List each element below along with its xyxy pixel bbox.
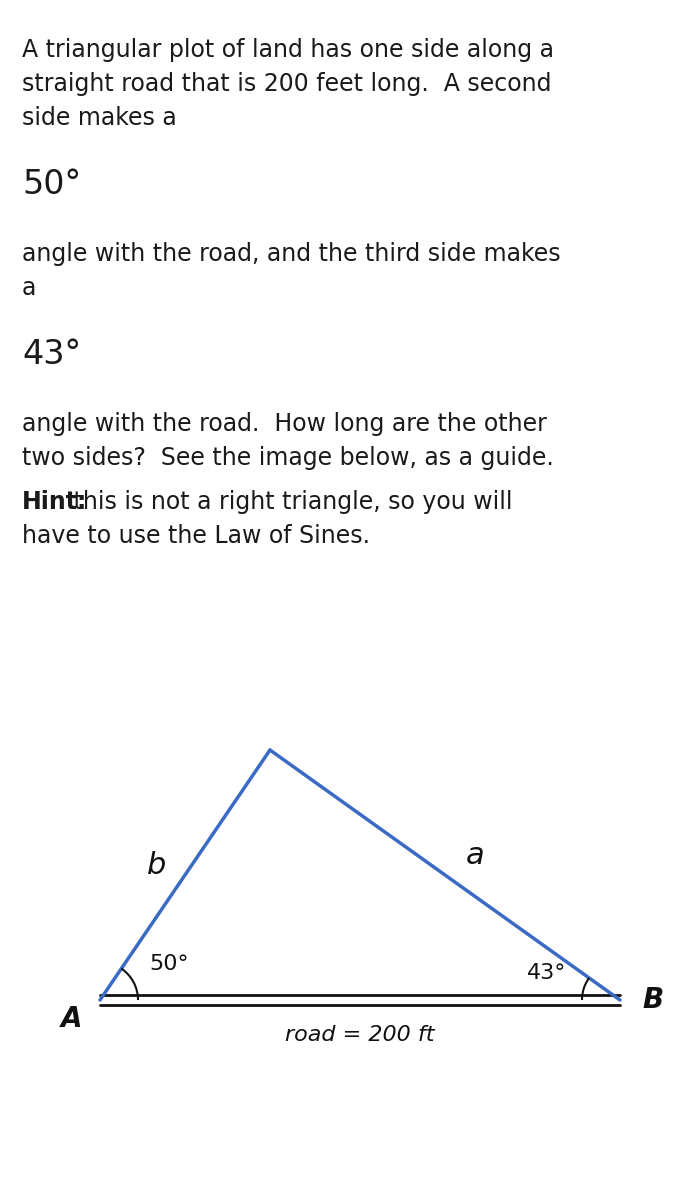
Text: b: b (147, 851, 167, 880)
Text: straight road that is 200 feet long.  A second: straight road that is 200 feet long. A s… (22, 72, 552, 96)
Text: Hint:: Hint: (22, 490, 87, 514)
Text: angle with the road, and the third side makes: angle with the road, and the third side … (22, 242, 561, 266)
Text: this is not a right triangle, so you will: this is not a right triangle, so you wil… (66, 490, 512, 514)
Text: side makes a: side makes a (22, 106, 177, 130)
Text: angle with the road.  How long are the other: angle with the road. How long are the ot… (22, 412, 547, 436)
Text: road = 200 ft: road = 200 ft (285, 1025, 434, 1045)
Text: have to use the Law of Sines.: have to use the Law of Sines. (22, 524, 370, 548)
Text: B: B (642, 986, 663, 1014)
Text: 43°: 43° (22, 338, 81, 371)
Text: 50°: 50° (22, 168, 81, 200)
Text: two sides?  See the image below, as a guide.: two sides? See the image below, as a gui… (22, 446, 554, 470)
Text: 43°: 43° (527, 962, 567, 983)
Text: A triangular plot of land has one side along a: A triangular plot of land has one side a… (22, 38, 554, 62)
Text: A: A (60, 1006, 82, 1033)
Text: a: a (466, 840, 484, 870)
Text: a: a (22, 276, 36, 300)
Text: 50°: 50° (149, 954, 189, 974)
